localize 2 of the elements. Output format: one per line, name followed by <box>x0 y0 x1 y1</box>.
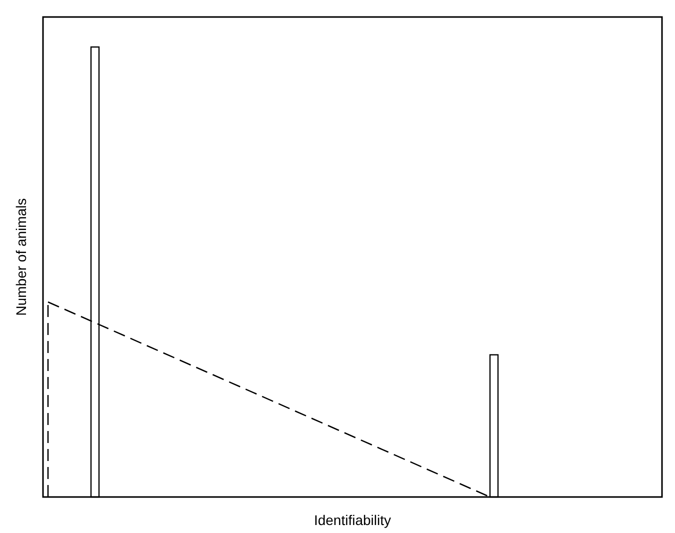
y-axis-title: Number of animals <box>13 198 29 316</box>
x-axis-title: Identifiability <box>314 512 392 528</box>
